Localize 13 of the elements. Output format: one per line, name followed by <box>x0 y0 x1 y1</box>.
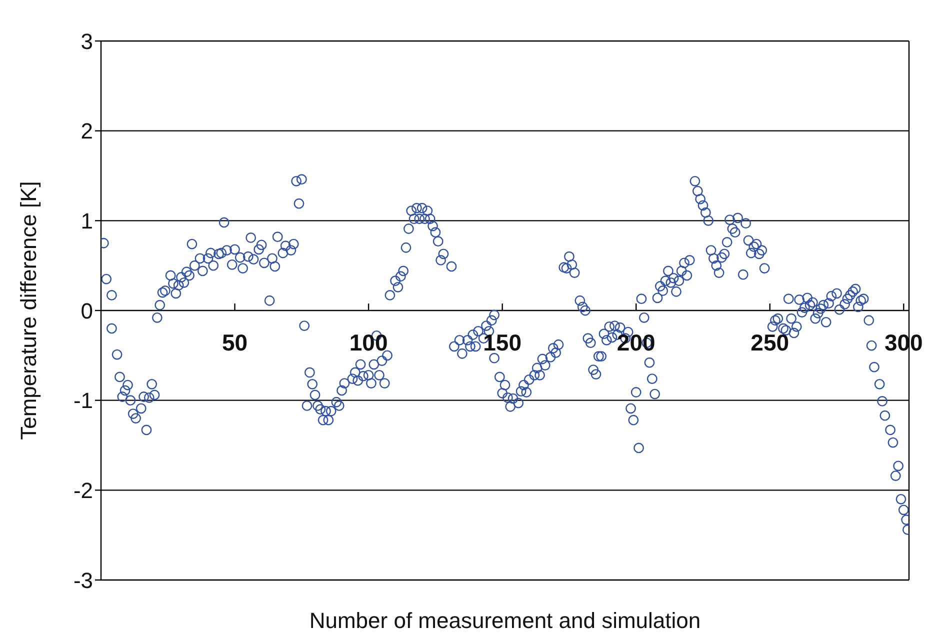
y-tick-label: 2 <box>80 118 93 144</box>
x-tick-label: 250 <box>750 330 790 356</box>
x-tick-label: 150 <box>483 330 522 356</box>
y-tick-label: -2 <box>73 478 93 503</box>
y-tick-label: 1 <box>80 208 93 234</box>
x-axis-title: Number of measurement and simulation <box>309 608 701 633</box>
y-tick-label: -1 <box>73 388 93 414</box>
y-axis-title: Temperature difference [K] <box>16 181 41 440</box>
y-tick-label: 3 <box>80 28 93 54</box>
x-tick-label: 100 <box>349 330 388 356</box>
y-tick-label: 0 <box>80 298 93 324</box>
y-tick-label: -3 <box>73 568 93 593</box>
x-tick-label: 50 <box>222 330 248 356</box>
